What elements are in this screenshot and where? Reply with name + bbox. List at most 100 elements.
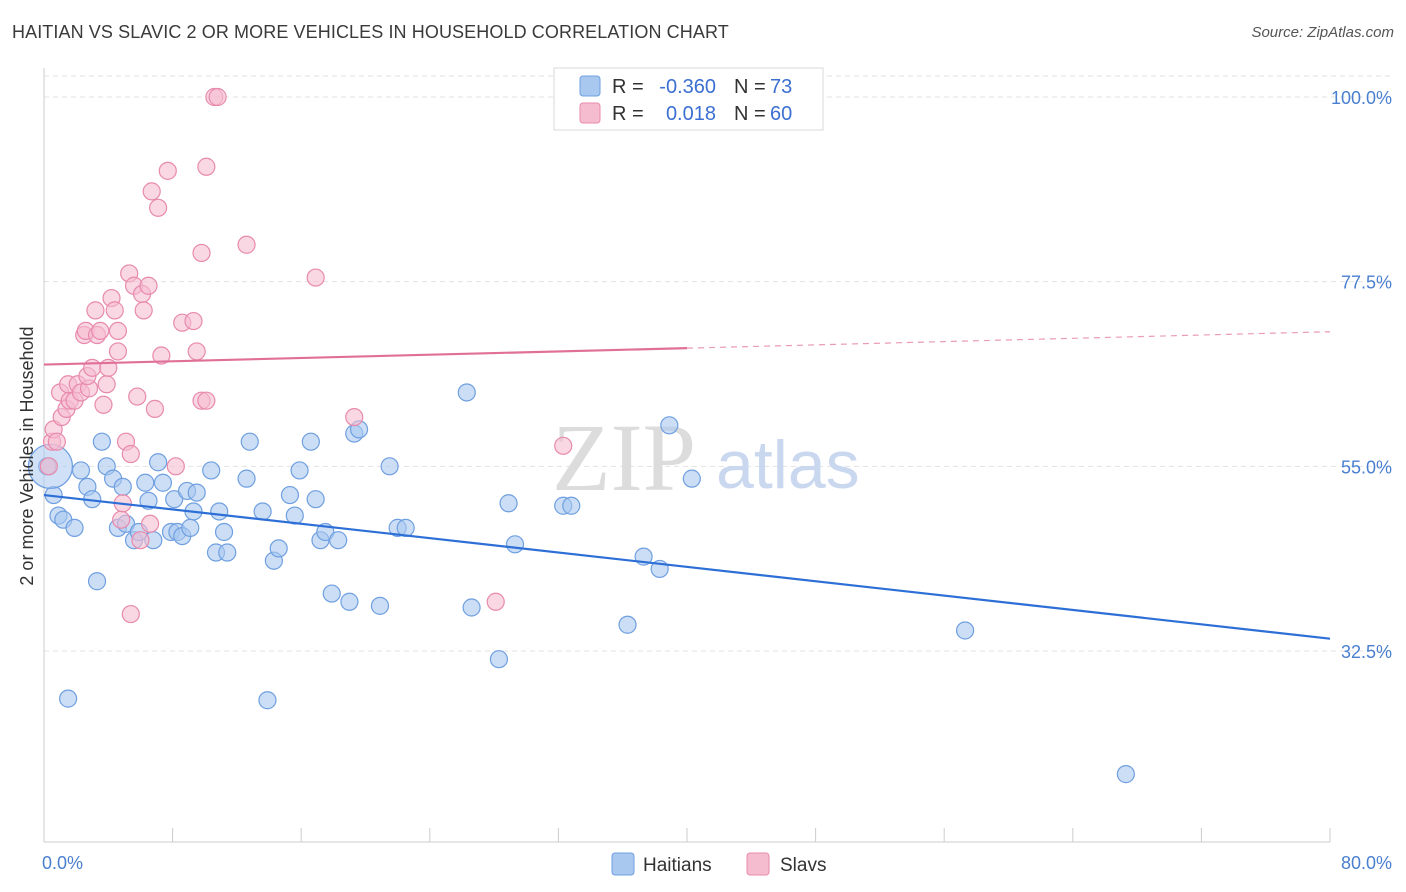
slav-point[interactable]	[86, 301, 105, 320]
slav-point[interactable]	[39, 457, 58, 476]
haitian-point[interactable]	[149, 453, 168, 472]
slav-point[interactable]	[345, 407, 364, 427]
haitian-point[interactable]	[290, 461, 309, 480]
slav-point[interactable]	[166, 457, 185, 476]
legend-n-label-haitians: N =	[734, 76, 766, 98]
haitian-point[interactable]	[237, 469, 256, 488]
haitian-point[interactable]	[218, 543, 237, 562]
slav-point[interactable]	[121, 444, 140, 464]
haitian-point[interactable]	[340, 592, 359, 611]
haitian-point[interactable]	[660, 416, 679, 435]
haitian-point[interactable]	[322, 584, 341, 603]
slav-point[interactable]	[158, 161, 177, 180]
slav-point[interactable]	[197, 391, 216, 410]
legend-r-value-haitians: -0.360	[659, 76, 716, 98]
stats-legend[interactable]: R = -0.360 N = 73 R = 0.018 N = 60	[553, 67, 824, 131]
haitian-point[interactable]	[1116, 765, 1135, 784]
haitian-point[interactable]	[71, 461, 91, 480]
slavs-points	[39, 87, 573, 624]
y-tick-label: 55.0%	[1341, 457, 1392, 477]
haitian-point[interactable]	[505, 535, 525, 554]
bottom-legend-label-haitians[interactable]: Haitians	[643, 855, 712, 876]
haitian-point[interactable]	[380, 457, 399, 476]
legend-r-label-slavs: R =	[612, 103, 644, 125]
haitian-point[interactable]	[240, 432, 259, 451]
legend-n-value-slavs: 60	[770, 103, 792, 125]
series-legend[interactable]: Haitians Slavs	[611, 852, 826, 876]
slav-point[interactable]	[131, 531, 150, 550]
slav-point[interactable]	[486, 592, 505, 611]
haitian-point[interactable]	[499, 494, 518, 513]
x-tick-marks	[43, 828, 1331, 842]
slav-point[interactable]	[94, 395, 113, 414]
bottom-legend-swatch-slavs[interactable]	[746, 852, 770, 876]
legend-n-value-haitians: 73	[770, 76, 792, 98]
slav-point[interactable]	[145, 399, 165, 418]
slav-point[interactable]	[140, 514, 160, 533]
haitian-point[interactable]	[202, 461, 221, 480]
slav-point[interactable]	[237, 235, 256, 254]
haitian-point[interactable]	[253, 502, 272, 521]
haitian-point[interactable]	[258, 691, 277, 710]
haitian-point[interactable]	[87, 572, 107, 591]
haitian-point[interactable]	[65, 518, 84, 537]
haitian-point[interactable]	[306, 490, 325, 509]
slav-point[interactable]	[97, 375, 116, 394]
haitian-point[interactable]	[181, 518, 200, 537]
haitian-point[interactable]	[187, 483, 206, 502]
legend-n-label-slavs: N =	[734, 103, 766, 125]
slav-point[interactable]	[208, 87, 227, 107]
slav-point[interactable]	[47, 432, 66, 451]
slav-point[interactable]	[187, 342, 206, 361]
haitian-point[interactable]	[92, 432, 111, 451]
haitian-point[interactable]	[59, 689, 78, 708]
legend-swatch-slavs	[579, 102, 601, 124]
haitian-point[interactable]	[370, 596, 390, 615]
slav-point[interactable]	[139, 276, 158, 295]
slav-point[interactable]	[121, 604, 140, 624]
slav-point[interactable]	[184, 311, 203, 331]
haitian-point[interactable]	[113, 477, 132, 496]
haitian-point[interactable]	[210, 502, 229, 521]
bottom-legend-label-slavs[interactable]: Slavs	[780, 855, 826, 876]
slav-point[interactable]	[108, 321, 128, 341]
slav-point[interactable]	[112, 510, 131, 529]
slav-point[interactable]	[105, 301, 124, 320]
trend-lines	[43, 331, 1331, 640]
slav-point[interactable]	[197, 157, 216, 176]
slav-point[interactable]	[83, 358, 102, 377]
slav-point[interactable]	[91, 321, 110, 341]
haitian-point[interactable]	[462, 598, 481, 617]
slav-point[interactable]	[134, 301, 153, 320]
slav-point[interactable]	[554, 436, 573, 455]
haitian-point[interactable]	[214, 522, 234, 542]
haitian-point[interactable]	[165, 490, 184, 509]
slav-point[interactable]	[192, 243, 211, 263]
haitian-point[interactable]	[329, 531, 348, 550]
y-axis-title: 2 or more Vehicles in Household	[17, 326, 37, 585]
chart-title: HAITIAN VS SLAVIC 2 OR MORE VEHICLES IN …	[12, 22, 729, 42]
haitian-point[interactable]	[457, 383, 476, 402]
slav-point[interactable]	[108, 342, 128, 361]
haitian-point[interactable]	[139, 491, 158, 510]
slav-point[interactable]	[152, 346, 171, 365]
haitian-point[interactable]	[153, 473, 173, 492]
y-tick-label: 32.5%	[1341, 642, 1392, 662]
haitian-point[interactable]	[955, 621, 975, 640]
bottom-legend-swatch-haitians[interactable]	[611, 852, 635, 876]
slav-point[interactable]	[128, 387, 147, 406]
haitian-point[interactable]	[301, 432, 320, 451]
slav-point[interactable]	[142, 182, 161, 201]
slav-point[interactable]	[306, 268, 325, 287]
y-tick-label: 77.5%	[1341, 273, 1392, 293]
slav-point[interactable]	[149, 198, 168, 217]
haitian-point[interactable]	[280, 485, 300, 505]
haitian-point[interactable]	[269, 539, 288, 558]
haitian-point[interactable]	[618, 615, 637, 634]
haitian-point[interactable]	[562, 496, 581, 515]
haitian-point[interactable]	[682, 469, 701, 488]
haitian-point[interactable]	[489, 650, 509, 669]
source-label: Source: ZipAtlas.com	[1251, 24, 1394, 41]
haitian-point[interactable]	[136, 473, 155, 492]
